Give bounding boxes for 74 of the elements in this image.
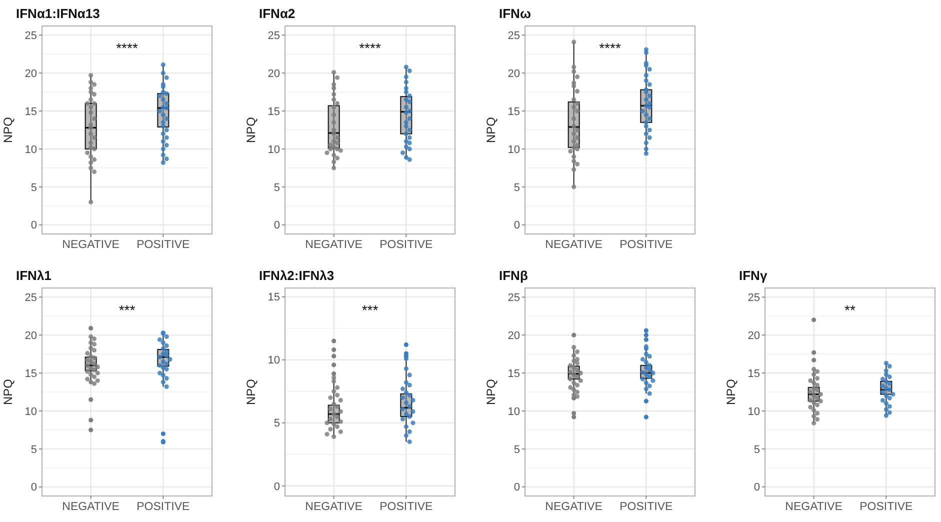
x-tick-label: NEGATIVE xyxy=(545,239,603,251)
x-tick-label: POSITIVE xyxy=(380,239,434,251)
y-tick-label: 20 xyxy=(748,330,760,342)
y-tick-label: 15 xyxy=(268,106,280,118)
y-axis-title: NPQ xyxy=(1,378,15,406)
x-tick-label: POSITIVE xyxy=(136,501,190,513)
y-axis-title: NPQ xyxy=(724,378,738,406)
y-tick-label: 20 xyxy=(24,68,37,80)
y-axis-title: NPQ xyxy=(1,116,15,144)
y-tick-label: 5 xyxy=(274,418,280,430)
x-tick-label: NEGATIVE xyxy=(305,501,363,513)
y-tick-label: 10 xyxy=(268,354,280,367)
y-tick-label: 10 xyxy=(24,144,37,156)
chart-title: IFNγ xyxy=(739,268,768,283)
x-tick-label: POSITIVE xyxy=(860,501,914,513)
y-tick-label: 0 xyxy=(514,220,520,232)
y-tick-label: 15 xyxy=(24,368,37,380)
chart-title: IFNα1:IFNα13 xyxy=(16,6,100,21)
y-tick-label: 25 xyxy=(748,292,760,304)
y-tick-label: 15 xyxy=(508,368,520,380)
x-tick-label: NEGATIVE xyxy=(785,501,843,513)
annotation: **** xyxy=(599,40,622,56)
y-tick-label: 5 xyxy=(514,182,520,194)
y-tick-label: 25 xyxy=(268,30,280,42)
y-tick-label: 0 xyxy=(30,220,37,232)
x-tick-label: NEGATIVE xyxy=(62,501,120,513)
x-tick-label: POSITIVE xyxy=(136,239,190,251)
y-tick-label: 15 xyxy=(268,292,280,304)
y-axis-title: NPQ xyxy=(484,378,498,406)
x-tick-label: POSITIVE xyxy=(380,501,434,513)
annotation: *** xyxy=(362,302,379,318)
y-tick-label: 25 xyxy=(508,292,520,304)
y-tick-label: 10 xyxy=(748,406,760,418)
y-axis-title: NPQ xyxy=(244,378,258,406)
x-tick-label: POSITIVE xyxy=(620,501,674,513)
annotation: *** xyxy=(118,302,136,318)
y-tick-label: 10 xyxy=(508,406,520,418)
y-tick-label: 20 xyxy=(24,330,37,342)
y-tick-label: 25 xyxy=(24,30,37,42)
y-tick-label: 5 xyxy=(514,444,520,456)
chart-title: IFNβ xyxy=(499,268,528,283)
y-tick-label: 25 xyxy=(24,292,37,304)
y-axis-title: NPQ xyxy=(244,116,258,144)
chart-title: IFNλ2:IFNλ3 xyxy=(259,268,334,283)
y-tick-label: 20 xyxy=(268,68,280,80)
y-tick-label: 5 xyxy=(30,182,37,194)
y-tick-label: 5 xyxy=(754,444,760,456)
chart-title: IFNα2 xyxy=(259,6,296,21)
annotation: **** xyxy=(116,40,138,56)
annotation: ** xyxy=(844,302,856,318)
y-tick-label: 10 xyxy=(24,406,37,418)
y-axis-title: NPQ xyxy=(484,116,498,144)
x-tick-label: POSITIVE xyxy=(620,239,674,251)
y-tick-label: 0 xyxy=(274,480,280,493)
y-tick-label: 0 xyxy=(754,482,760,494)
y-tick-label: 10 xyxy=(268,144,280,156)
chart-title: IFNλ1 xyxy=(16,268,52,283)
y-tick-label: 5 xyxy=(30,444,37,456)
y-tick-label: 25 xyxy=(508,30,520,42)
x-tick-label: NEGATIVE xyxy=(305,239,363,251)
y-tick-label: 0 xyxy=(30,482,37,494)
chart-title: IFNω xyxy=(499,6,531,21)
y-tick-label: 10 xyxy=(508,144,520,156)
x-tick-label: NEGATIVE xyxy=(62,239,120,251)
y-tick-label: 20 xyxy=(508,68,520,80)
y-tick-label: 15 xyxy=(508,106,520,118)
annotation: **** xyxy=(359,40,382,56)
y-tick-label: 15 xyxy=(24,106,37,118)
y-tick-label: 15 xyxy=(748,368,760,380)
y-tick-label: 20 xyxy=(508,330,520,342)
x-tick-label: NEGATIVE xyxy=(545,501,603,513)
y-tick-label: 0 xyxy=(274,220,280,232)
y-tick-label: 5 xyxy=(274,182,280,194)
y-tick-label: 0 xyxy=(514,482,520,494)
